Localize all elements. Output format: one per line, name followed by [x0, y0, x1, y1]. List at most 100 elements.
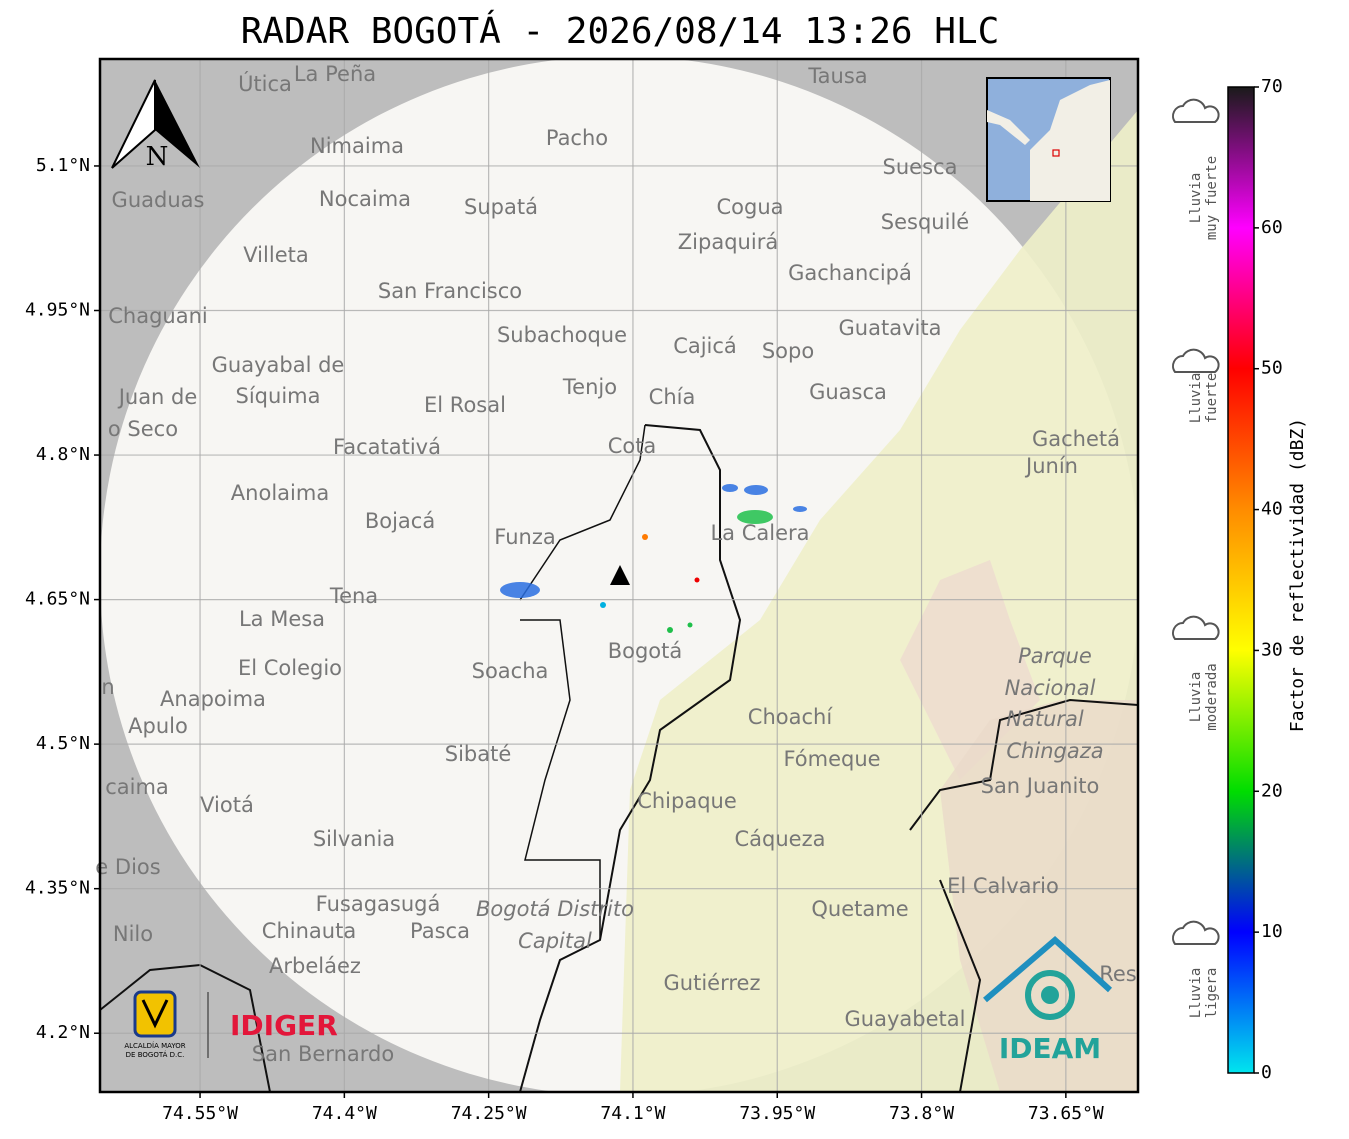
place-label: Cáqueza: [735, 827, 826, 851]
place-label: Guaduas: [112, 188, 205, 212]
place-label: Soacha: [472, 659, 549, 683]
colorbar-tick-label: 60: [1261, 217, 1283, 238]
place-label: Cota: [608, 434, 657, 458]
x-tick-label: 74.55°W: [162, 1103, 238, 1124]
place-label: Guatavita: [839, 316, 942, 340]
grid: [100, 59, 1138, 1092]
rain-label: Lluvia: [1188, 968, 1204, 1019]
x-tick-label: 74.4°W: [312, 1103, 377, 1124]
colorbar-scale: [1227, 86, 1255, 1074]
place-label: Tausa: [807, 64, 867, 88]
rain-label: fuerte: [1204, 373, 1220, 424]
place-label: Villeta: [243, 243, 308, 267]
place-label: Supatá: [464, 195, 538, 219]
place-label: Síquima: [236, 384, 321, 408]
place-label: Chingaza: [1006, 739, 1103, 763]
colorbar: 0 10 20 30 40 50 60 70 Factor de reflectividad (…: [1227, 76, 1308, 1083]
place-label: La Calera: [710, 521, 809, 545]
logos: ALCALDÍA MAYOR DE BOGOTÁ D.C. IDIGER IDE…: [124, 935, 1113, 1065]
place-label: caima: [105, 775, 169, 799]
place-label: Silvania: [313, 827, 395, 851]
rain-label: moderada: [1204, 663, 1220, 730]
place-label: Fusagasugá: [316, 892, 441, 916]
place-label: e Dios: [95, 855, 160, 879]
rain-icon: [1172, 615, 1220, 640]
ideam-logo: IDEAM: [999, 1032, 1101, 1065]
place-label: Nimaima: [310, 134, 404, 158]
place-label: Útica: [238, 71, 292, 96]
place-label: Gachancipá: [788, 261, 912, 285]
place-label: La Mesa: [239, 607, 325, 631]
place-label: Chía: [649, 385, 696, 409]
rain-label: muy fuerte: [1204, 156, 1220, 240]
basemap: [100, 59, 1138, 1092]
place-label: Junín: [1024, 454, 1078, 478]
place-label: El Calvario: [947, 874, 1059, 898]
place-label: Tenjo: [562, 375, 617, 399]
place-label: Sopo: [762, 339, 814, 363]
x-tick-label: 73.65°W: [1028, 1103, 1104, 1124]
place-label: El Colegio: [238, 656, 342, 680]
colorbar-tick-label: 70: [1261, 76, 1283, 97]
place-label: o Seco: [108, 417, 178, 441]
rain-icon: [1172, 348, 1220, 373]
place-label: Nacional: [1005, 676, 1096, 700]
place-label: Guayabal de: [212, 353, 345, 377]
place-label: Choachí: [748, 705, 834, 729]
place-label: San Juanito: [981, 774, 1100, 798]
place-label: Zipaquirá: [678, 230, 778, 254]
alcaldia-logo: ALCALDÍA MAYOR: [124, 1041, 185, 1050]
rain-level: Lluvia muy fuerte: [1188, 156, 1220, 240]
place-label: Anapoima: [160, 687, 266, 711]
place-label: Pacho: [546, 126, 608, 150]
colorbar-tick-label: 50: [1261, 358, 1283, 379]
place-label: Fómeque: [783, 747, 880, 771]
place-label: Parque: [1018, 644, 1092, 668]
place-label: Chipaque: [637, 789, 737, 813]
place-label: San Francisco: [378, 279, 522, 303]
place-label: Bogotá: [608, 639, 683, 663]
place-label: La Peña: [294, 62, 376, 86]
place-label: Subachoque: [497, 323, 627, 347]
place-label: Anolaima: [231, 481, 329, 505]
place-label: El Rosal: [424, 393, 506, 417]
rain-label: ligera: [1204, 968, 1220, 1019]
y-tick-label: 4.95°N: [25, 300, 90, 321]
colorbar-label: Factor de reflectividad (dBZ): [1287, 418, 1308, 732]
idiger-logo: IDIGER: [230, 1009, 338, 1042]
colorbar-tick-label: 40: [1261, 499, 1283, 520]
y-tick-label: 4.2°N: [36, 1022, 90, 1043]
rain-level: Lluvia ligera: [1188, 968, 1220, 1019]
colorbar-tick-label: 30: [1261, 639, 1283, 660]
rain-level: Lluvia moderada: [1188, 663, 1220, 730]
place-label: Guayabetal: [845, 1007, 966, 1031]
y-tick-label: 4.35°N: [25, 878, 90, 899]
place-label: Gachetá: [1032, 427, 1120, 451]
place-label: Capital: [518, 929, 592, 953]
colorbar-tick-label: 10: [1261, 921, 1283, 942]
place-label: Suesca: [883, 155, 958, 179]
y-tick-label: 4.8°N: [36, 444, 90, 465]
rain-label: Lluvia: [1188, 173, 1204, 224]
x-tick-label: 73.95°W: [739, 1103, 815, 1124]
colorbar-tick-label: 0: [1261, 1062, 1272, 1083]
x-tick-label: 73.8°W: [889, 1103, 954, 1124]
place-label: Pasca: [410, 919, 470, 943]
place-label: Funza: [494, 525, 555, 549]
place-label: Quetame: [811, 897, 908, 921]
place-label: Bojacá: [365, 509, 435, 533]
place-label: Bogotá Distrito: [476, 897, 634, 921]
place-label: Nilo: [113, 922, 153, 946]
north-arrow: N: [111, 79, 200, 172]
place-label: Apulo: [128, 714, 188, 738]
place-label: Sibaté: [445, 742, 512, 766]
x-tick-label: 74.25°W: [451, 1103, 527, 1124]
y-tick-label: 5.1°N: [36, 155, 90, 176]
x-tick-label: 74.1°W: [600, 1103, 665, 1124]
rain-icon: [1172, 98, 1220, 123]
alcaldia-logo: DE BOGOTÁ D.C.: [126, 1050, 185, 1059]
place-label: Nocaima: [319, 187, 411, 211]
